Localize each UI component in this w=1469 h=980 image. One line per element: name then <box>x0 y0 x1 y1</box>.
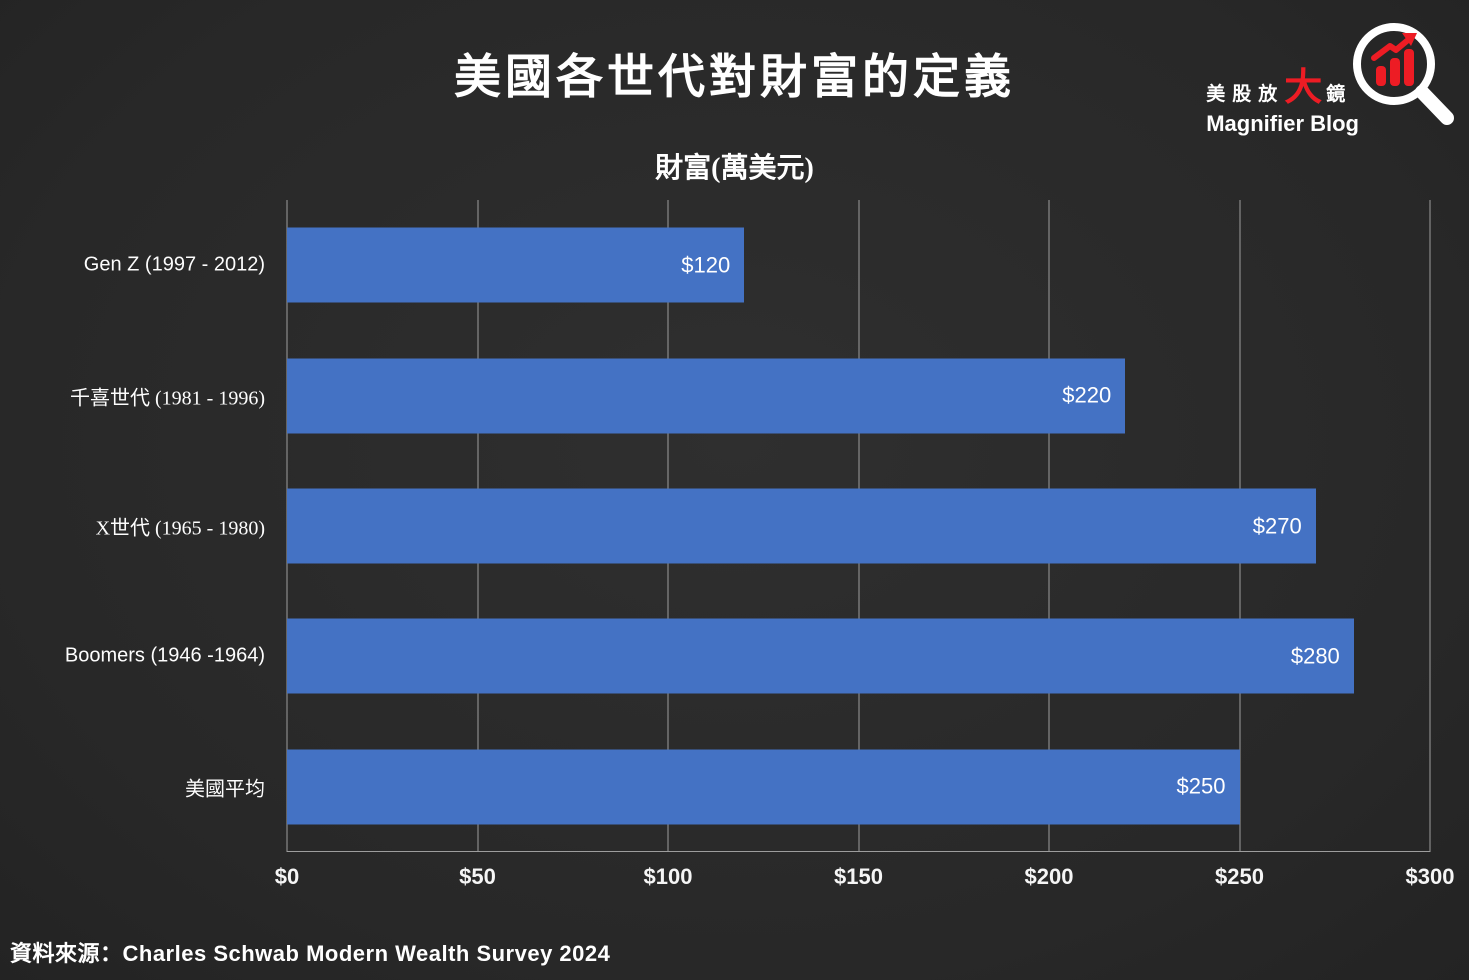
x-tick-label: $50 <box>459 864 496 889</box>
site-logo: 美股放大鏡 Magnifier Blog <box>1206 8 1457 137</box>
bar-value-label: $120 <box>681 252 731 278</box>
bar: $220 <box>287 358 1126 434</box>
logo-cjk-big-char: 大 <box>1284 67 1327 109</box>
x-tick-label: $150 <box>834 864 883 889</box>
x-tick-label: $300 <box>1405 864 1455 889</box>
category-axis: Gen Z (1997 - 2012) 千喜世代 (1981 - 1996) X世代… <box>0 200 265 852</box>
logo-cjk-prefix: 美股放 <box>1206 84 1285 105</box>
x-tick-label: $250 <box>1215 864 1264 889</box>
x-axis: $0 $50 $100 $150 $200 $250 $300 <box>275 864 1455 898</box>
logo-text: 美股放大鏡 Magnifier Blog <box>1206 56 1359 137</box>
category-label: 美國平均 <box>185 778 265 801</box>
x-tick-label: $200 <box>1024 864 1074 889</box>
bar-value-label: $270 <box>1252 513 1302 538</box>
logo-cjk-suffix: 鏡 <box>1326 84 1353 105</box>
x-axis-line <box>287 851 1430 852</box>
x-tick-label: $100 <box>643 864 693 889</box>
category-label: Boomers (1946 -1964) <box>64 644 265 667</box>
bar: $250 <box>287 749 1240 825</box>
logo-cjk-name: 美股放大鏡 <box>1206 56 1359 111</box>
category-label: X世代 (1965 - 1980) <box>95 517 265 540</box>
bar-value-label: $250 <box>1176 773 1226 799</box>
chart-axis-title: 財富(萬美元) <box>655 153 814 184</box>
bar-value-label: $280 <box>1290 643 1340 669</box>
bar: $270 <box>287 488 1316 564</box>
page-title: 美國各世代對財富的定義 <box>454 50 1015 103</box>
bar: $280 <box>287 618 1354 694</box>
logo-subtitle: Magnifier Blog <box>1206 111 1359 136</box>
magnifier-bar-chart-icon <box>1345 14 1457 132</box>
source-note: 資料來源：Charles Schwab Modern Wealth Survey… <box>10 941 611 966</box>
category-label: Gen Z (1997 - 2012) <box>83 253 265 276</box>
gridline <box>1429 200 1431 852</box>
category-label: 千喜世代 (1981 - 1996) <box>70 387 265 410</box>
bar-value-label: $220 <box>1062 382 1112 408</box>
plot-area: $120 $220 $270 $280 $250 <box>286 200 1431 852</box>
x-tick-label: $0 <box>274 864 300 889</box>
bar: $120 <box>287 227 745 303</box>
